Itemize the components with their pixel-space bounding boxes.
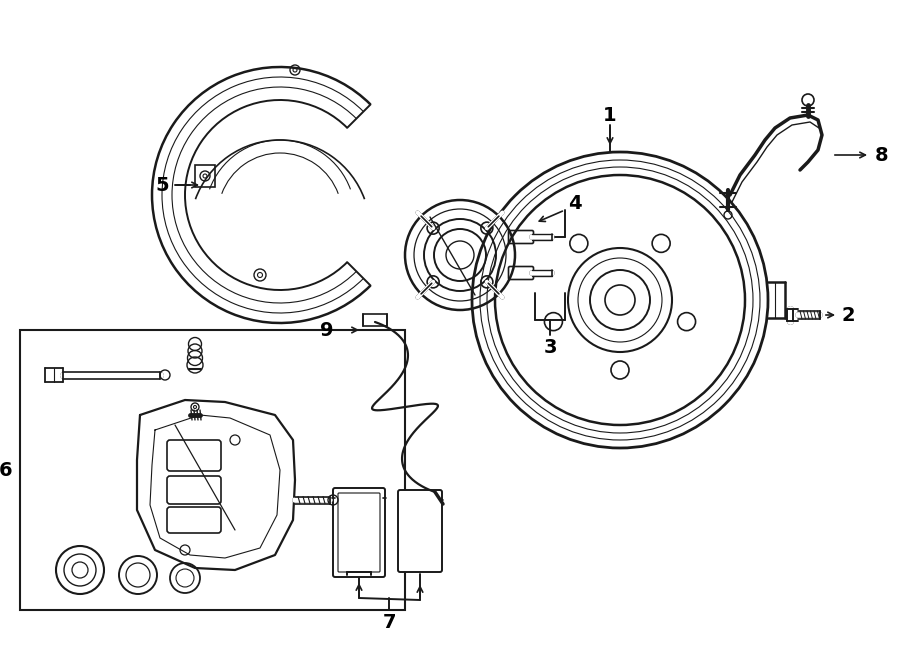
Bar — [363, 314, 387, 326]
Text: 9: 9 — [320, 320, 334, 340]
Bar — [367, 330, 383, 340]
FancyBboxPatch shape — [333, 488, 385, 577]
Text: 6: 6 — [0, 461, 13, 479]
FancyBboxPatch shape — [398, 490, 442, 572]
Text: 8: 8 — [875, 146, 889, 164]
Text: 1: 1 — [603, 105, 616, 124]
Text: 7: 7 — [382, 612, 396, 632]
Text: 3: 3 — [544, 338, 557, 357]
Text: 4: 4 — [568, 193, 581, 213]
Bar — [195, 165, 215, 187]
Text: 2: 2 — [842, 305, 855, 324]
Text: 5: 5 — [155, 175, 169, 195]
Bar — [20, 330, 405, 610]
